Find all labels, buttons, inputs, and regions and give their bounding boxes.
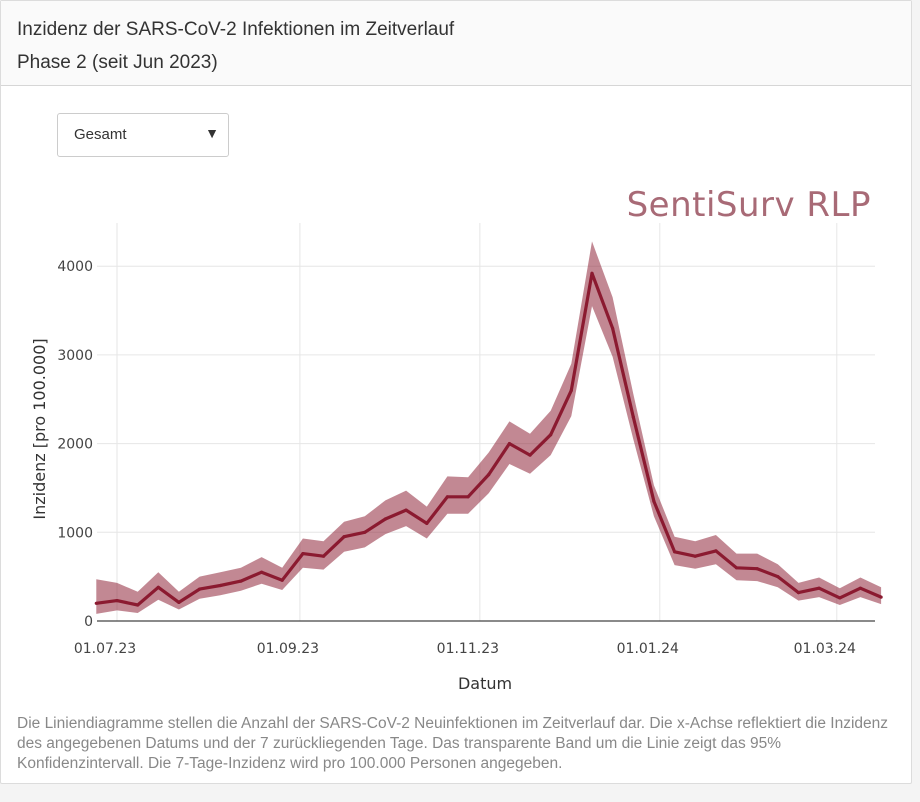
- data-point: [631, 415, 635, 419]
- chart-title: Inzidenz der SARS-CoV-2 Infektionen im Z…: [17, 19, 455, 40]
- data-point: [796, 591, 801, 595]
- data-point: [507, 442, 511, 446]
- data-point: [156, 585, 160, 589]
- data-point: [817, 586, 821, 590]
- data-point: [94, 601, 98, 605]
- incidence-line: [96, 271, 882, 607]
- data-point: [734, 566, 739, 570]
- data-point: [239, 579, 243, 583]
- data-point: [755, 567, 759, 571]
- y-tick-label: 4000: [57, 259, 93, 275]
- x-tick-label: 01.03.24: [794, 641, 856, 657]
- data-point: [838, 596, 842, 600]
- x-tick-label: 01.01.24: [617, 641, 679, 657]
- y-tick-label: 3000: [57, 348, 93, 364]
- y-tick-label: 0: [84, 614, 93, 630]
- y-tick-label: 2000: [57, 437, 93, 453]
- y-axis-label: Inzidenz [pro 100.000]: [30, 338, 49, 519]
- data-point: [383, 517, 387, 521]
- data-point: [528, 453, 532, 457]
- panel-header: Inzidenz der SARS-CoV-2 Infektionen im Z…: [1, 1, 911, 86]
- data-point: [425, 521, 429, 526]
- data-point: [198, 587, 202, 591]
- data-point: [260, 570, 264, 574]
- data-point: [301, 552, 305, 556]
- data-point: [879, 595, 883, 599]
- data-point: [445, 495, 449, 499]
- confidence-band: [96, 241, 882, 614]
- chart-caption: Die Liniendiagramme stellen die Anzahl d…: [17, 715, 889, 772]
- data-point: [714, 549, 718, 553]
- data-point: [404, 508, 408, 512]
- data-point: [218, 583, 222, 588]
- data-point: [673, 550, 677, 554]
- chart-subtitle: Phase 2 (seit Jun 2023): [17, 52, 218, 73]
- data-point: [611, 326, 615, 330]
- x-tick-label: 01.09.23: [257, 641, 319, 657]
- line-chart: 0 1000 2000 3000 4000 01.07.23 01.09.23 01.11.2…: [30, 223, 883, 693]
- data-point: [363, 530, 367, 534]
- x-axis-label: Datum: [458, 674, 512, 693]
- data-point: [280, 578, 284, 582]
- data-point: [569, 388, 573, 392]
- group-select-value: Gesamt: [74, 126, 127, 143]
- data-point: [776, 575, 780, 579]
- data-point: [590, 271, 594, 275]
- data-point: [177, 600, 181, 605]
- x-tick-label: 01.11.23: [437, 641, 499, 657]
- x-tick-label: 01.07.23: [74, 641, 136, 657]
- data-point: [858, 586, 863, 590]
- group-select[interactable]: Gesamt ▼: [57, 113, 229, 157]
- brand-watermark: SentiSurv RLP: [626, 185, 871, 225]
- data-point: [136, 603, 140, 607]
- chevron-down-icon: ▼: [205, 125, 219, 141]
- data-point: [652, 499, 656, 503]
- data-point: [466, 495, 470, 499]
- data-point: [321, 554, 326, 558]
- data-point: [487, 473, 491, 477]
- data-point: [115, 599, 119, 603]
- data-point: [342, 535, 346, 539]
- data-point: [549, 433, 553, 437]
- y-tick-label: 1000: [57, 525, 93, 541]
- data-point: [693, 554, 697, 558]
- chart-panel: Inzidenz der SARS-CoV-2 Infektionen im Z…: [0, 0, 912, 784]
